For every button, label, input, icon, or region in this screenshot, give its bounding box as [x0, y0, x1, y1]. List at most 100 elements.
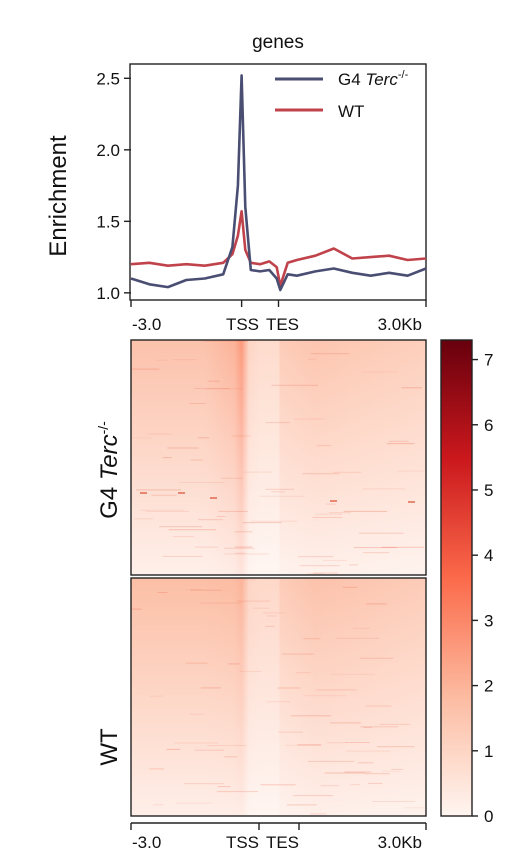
heatmap-texture [221, 477, 244, 479]
heatmap-texture [162, 555, 203, 557]
heatmap-texture [358, 762, 374, 764]
heatmap-texture [194, 546, 219, 548]
heatmap-texture [379, 723, 410, 725]
heatmap-texture [312, 516, 343, 518]
heatmap-texture [293, 795, 333, 797]
heatmap-texture [342, 586, 358, 588]
heatmap-texture [253, 607, 270, 609]
heatmap-texture [295, 672, 312, 674]
heatmap-texture [368, 782, 383, 784]
colorbar-ticks: 0 1 2 3 4 5 6 7 [472, 351, 493, 826]
heatmap-wt: WT [96, 577, 427, 817]
heatmap-texture [190, 589, 223, 591]
heatmap-texture [152, 804, 164, 806]
heatmap-texture [159, 526, 203, 528]
profile-y-ticks: 1.0 1.5 2.0 2.5 [96, 69, 427, 307]
row-label-g4-prefix: G4 [96, 480, 123, 519]
heatmap-texture [216, 791, 258, 793]
heatmap-texture [266, 615, 277, 617]
heatmap-texture [281, 653, 314, 655]
heatmap-texture [243, 471, 272, 473]
x-tick-end: 3.0Kb [378, 315, 422, 334]
y-tick-label: 1.0 [96, 284, 120, 303]
heatmap-texture [298, 556, 334, 558]
heatmap-texture [172, 536, 195, 538]
heatmap-texture [330, 673, 375, 675]
heatmap-texture [203, 341, 249, 342]
heatmap-texture [259, 495, 305, 497]
heatmap-texture [344, 771, 372, 773]
heatmap-wt-stripes [131, 579, 425, 815]
heatmap-texture [183, 783, 225, 785]
heatmap-texture [294, 418, 324, 420]
heatmap-texture [243, 522, 282, 524]
heatmap-texture [231, 435, 251, 437]
heatmap-texture [265, 488, 295, 490]
heatmap-texture [131, 608, 142, 610]
heatmap-texture [185, 589, 203, 590]
colorbar-body [440, 339, 473, 817]
heatmap-texture [207, 745, 247, 746]
heatmap-texture [363, 726, 373, 728]
heatmap-texture [316, 445, 332, 447]
heatmap-texture [260, 784, 296, 786]
x-tick-tss: TSS [226, 315, 259, 334]
row-label-g4-gene: Terc [96, 434, 123, 480]
heatmap-texture [365, 705, 392, 707]
heatmap-texture [333, 471, 362, 473]
colorbar-tick-label: 0 [484, 807, 493, 826]
heatmap-texture [313, 572, 338, 574]
heatmap-texture [262, 612, 284, 614]
heatmap-texture [316, 689, 357, 691]
heatmap-texture [286, 804, 317, 806]
heatmap-texture [320, 785, 340, 787]
bottom-x-tick-tss: TSS [226, 833, 259, 852]
heatmap-texture [397, 470, 425, 472]
heatmap-texture [133, 518, 153, 520]
heatmap-texture [172, 359, 197, 361]
heatmap-texture [366, 603, 387, 605]
heatmap-texture [376, 746, 415, 748]
profile-x-ticks: -3.0 TSS TES 3.0Kb [132, 315, 422, 334]
y-tick-label: 2.0 [96, 141, 120, 160]
heatmap-texture [157, 592, 168, 593]
heatmap-texture [325, 503, 336, 505]
heatmap-texture [206, 388, 243, 390]
row-label-wt: WT [96, 728, 123, 766]
heatmap-texture [149, 768, 165, 770]
profile-lines [130, 74, 427, 292]
y-axis-label: Enrichment [45, 135, 72, 257]
heatmap-texture [405, 807, 425, 809]
heatmap-texture [194, 749, 225, 751]
heatmap-g4: G4 Terc-/- [95, 339, 427, 576]
heatmap-texture [251, 520, 297, 522]
heatmap-g4-frame [130, 339, 427, 576]
colorbar-tick-label: 1 [484, 742, 493, 761]
heatmap-texture [265, 625, 275, 627]
heatmap-texture [185, 662, 208, 664]
colorbar: 0 1 2 3 4 5 6 7 [440, 339, 493, 826]
heatmap-texture [362, 371, 399, 373]
heatmap-texture [178, 482, 225, 483]
heatmap-texture [358, 532, 404, 534]
heatmap-speck [330, 500, 337, 502]
heatmap-texture [155, 359, 168, 361]
profile-title: genes [252, 32, 304, 53]
heatmap-texture [362, 488, 406, 490]
bottom-x-tick-tes: TES [266, 833, 299, 852]
heatmap-texture [132, 437, 153, 439]
heatmap-wt-frame [130, 577, 427, 817]
heatmap-texture [290, 715, 332, 717]
legend-label-wt: WT [338, 102, 364, 121]
heatmap-texture [147, 433, 173, 435]
heatmap-texture [242, 579, 257, 581]
heatmap-texture [145, 510, 189, 512]
heatmap-texture [235, 552, 246, 554]
heatmap-texture [388, 440, 409, 442]
heatmap-texture [162, 457, 172, 459]
heatmap-texture [217, 786, 231, 788]
row-label-g4-superscript: -/- [95, 421, 111, 435]
bottom-x-tick-end: 3.0Kb [378, 833, 422, 852]
heatmap-wt-fade [131, 578, 426, 816]
heatmap-texture [324, 772, 366, 774]
